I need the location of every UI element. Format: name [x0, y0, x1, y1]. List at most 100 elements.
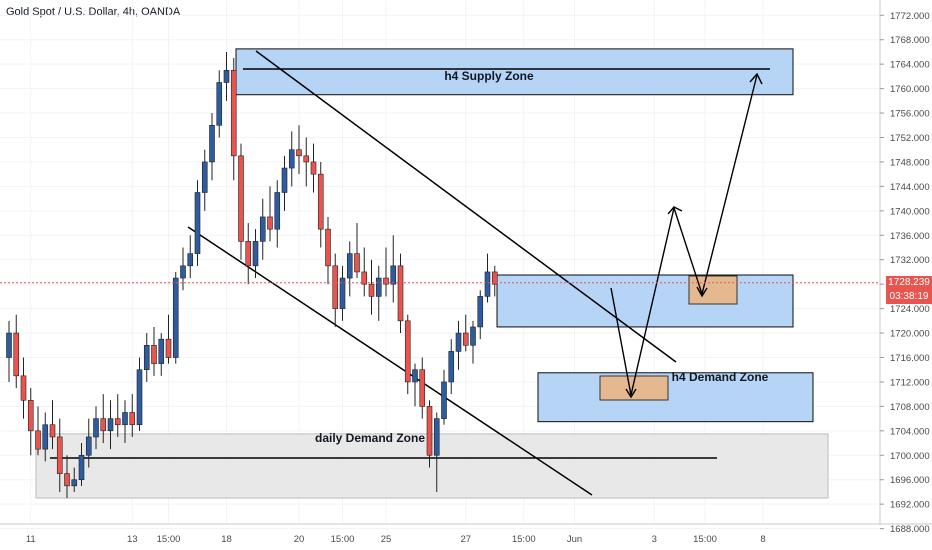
- candle[interactable]: [455, 320, 462, 370]
- candle[interactable]: [158, 333, 165, 376]
- candle[interactable]: [187, 235, 194, 279]
- candle[interactable]: [201, 149, 208, 211]
- h4-mid-zone[interactable]: [496, 274, 794, 328]
- candle[interactable]: [441, 369, 447, 425]
- candle[interactable]: [462, 314, 469, 352]
- candle[interactable]: [281, 155, 288, 211]
- candle[interactable]: [484, 253, 491, 303]
- candle[interactable]: [267, 186, 273, 242]
- candle-body: [397, 265, 404, 322]
- candle[interactable]: [107, 400, 114, 450]
- candle[interactable]: [194, 180, 201, 266]
- candle[interactable]: [332, 253, 339, 327]
- candle[interactable]: [180, 247, 186, 291]
- last-price-tag: 1728.239: [886, 275, 932, 290]
- candle-body: [354, 253, 360, 273]
- candle[interactable]: [303, 137, 310, 187]
- candle[interactable]: [375, 265, 382, 321]
- candle-body: [281, 167, 288, 193]
- candle[interactable]: [390, 235, 397, 303]
- candle[interactable]: [209, 113, 215, 181]
- candle-body: [361, 271, 368, 285]
- candle[interactable]: [238, 143, 244, 260]
- candle[interactable]: [404, 314, 411, 395]
- candle[interactable]: [310, 143, 317, 193]
- candle[interactable]: [78, 443, 85, 486]
- candle[interactable]: [216, 70, 223, 138]
- target-box-upper[interactable]: [688, 275, 738, 305]
- candle[interactable]: [27, 388, 34, 456]
- candle-body: [129, 412, 136, 426]
- candle[interactable]: [122, 400, 128, 444]
- candle[interactable]: [296, 125, 302, 175]
- candle[interactable]: [6, 320, 12, 382]
- candle[interactable]: [93, 406, 99, 450]
- candle[interactable]: [397, 253, 404, 334]
- candle[interactable]: [448, 339, 455, 395]
- candle[interactable]: [35, 406, 41, 456]
- candle[interactable]: [346, 241, 353, 297]
- candle[interactable]: [368, 259, 375, 315]
- candle-body: [151, 344, 157, 364]
- candle[interactable]: [13, 314, 20, 389]
- candle[interactable]: [56, 418, 63, 492]
- candle[interactable]: [339, 265, 346, 321]
- candle[interactable]: [172, 271, 179, 364]
- candle[interactable]: [71, 467, 78, 492]
- candles: [6, 51, 498, 499]
- candle[interactable]: [64, 455, 70, 499]
- candle[interactable]: [245, 223, 252, 285]
- h4-demand-zone[interactable]: [537, 372, 814, 423]
- candle-body: [477, 296, 484, 328]
- candle[interactable]: [470, 320, 476, 364]
- candle[interactable]: [325, 216, 331, 285]
- candle[interactable]: [136, 357, 143, 431]
- candle[interactable]: [42, 412, 49, 462]
- candle-body: [484, 271, 491, 297]
- candle[interactable]: [49, 400, 56, 450]
- candle[interactable]: [114, 394, 121, 437]
- candle[interactable]: [230, 58, 237, 181]
- candle-body: [267, 216, 273, 230]
- y-tick-label: 1708.000: [890, 402, 930, 413]
- candle-body: [27, 399, 34, 432]
- demand-zone-label: h4 Demand Zone: [672, 370, 769, 384]
- candle-body: [238, 155, 244, 242]
- x-tick-label: Jun: [567, 534, 582, 545]
- candle[interactable]: [317, 161, 324, 248]
- candle-body: [317, 173, 324, 230]
- upper-trendline[interactable]: [255, 50, 677, 363]
- arrowhead-down-1: [696, 286, 708, 298]
- candle-body: [122, 412, 128, 426]
- candle[interactable]: [20, 357, 27, 419]
- candle[interactable]: [288, 131, 295, 187]
- candle-body: [223, 69, 230, 83]
- candle[interactable]: [426, 400, 433, 468]
- candle[interactable]: [223, 51, 230, 101]
- h4-supply-zone[interactable]: [235, 48, 794, 96]
- y-tick-label: 1760.000: [890, 84, 930, 95]
- candle[interactable]: [433, 412, 440, 492]
- candle[interactable]: [151, 326, 157, 376]
- candle[interactable]: [143, 333, 150, 382]
- candle[interactable]: [85, 418, 92, 468]
- candle[interactable]: [274, 180, 281, 248]
- zones: [35, 48, 829, 499]
- candle[interactable]: [252, 229, 259, 279]
- candle[interactable]: [129, 394, 136, 437]
- candle[interactable]: [419, 357, 426, 419]
- candle[interactable]: [361, 247, 368, 297]
- y-tick-labels: 1688.000 1692.000 1696.000 1700.000 1704.000…: [880, 11, 930, 535]
- candle[interactable]: [383, 247, 389, 297]
- countdown-tag: 03:38:19: [886, 289, 932, 304]
- x-tick-labels: 11 13 15:00 18 20 15:00 25 27 15:00 Jun 3 15:00 8: [26, 534, 766, 545]
- candle[interactable]: [100, 394, 107, 444]
- candle[interactable]: [259, 198, 266, 260]
- candle[interactable]: [477, 290, 484, 340]
- candle[interactable]: [165, 314, 172, 364]
- y-tick-label: 1696.000: [890, 475, 930, 486]
- candle[interactable]: [491, 265, 498, 297]
- candle[interactable]: [354, 223, 360, 279]
- candle[interactable]: [412, 363, 418, 407]
